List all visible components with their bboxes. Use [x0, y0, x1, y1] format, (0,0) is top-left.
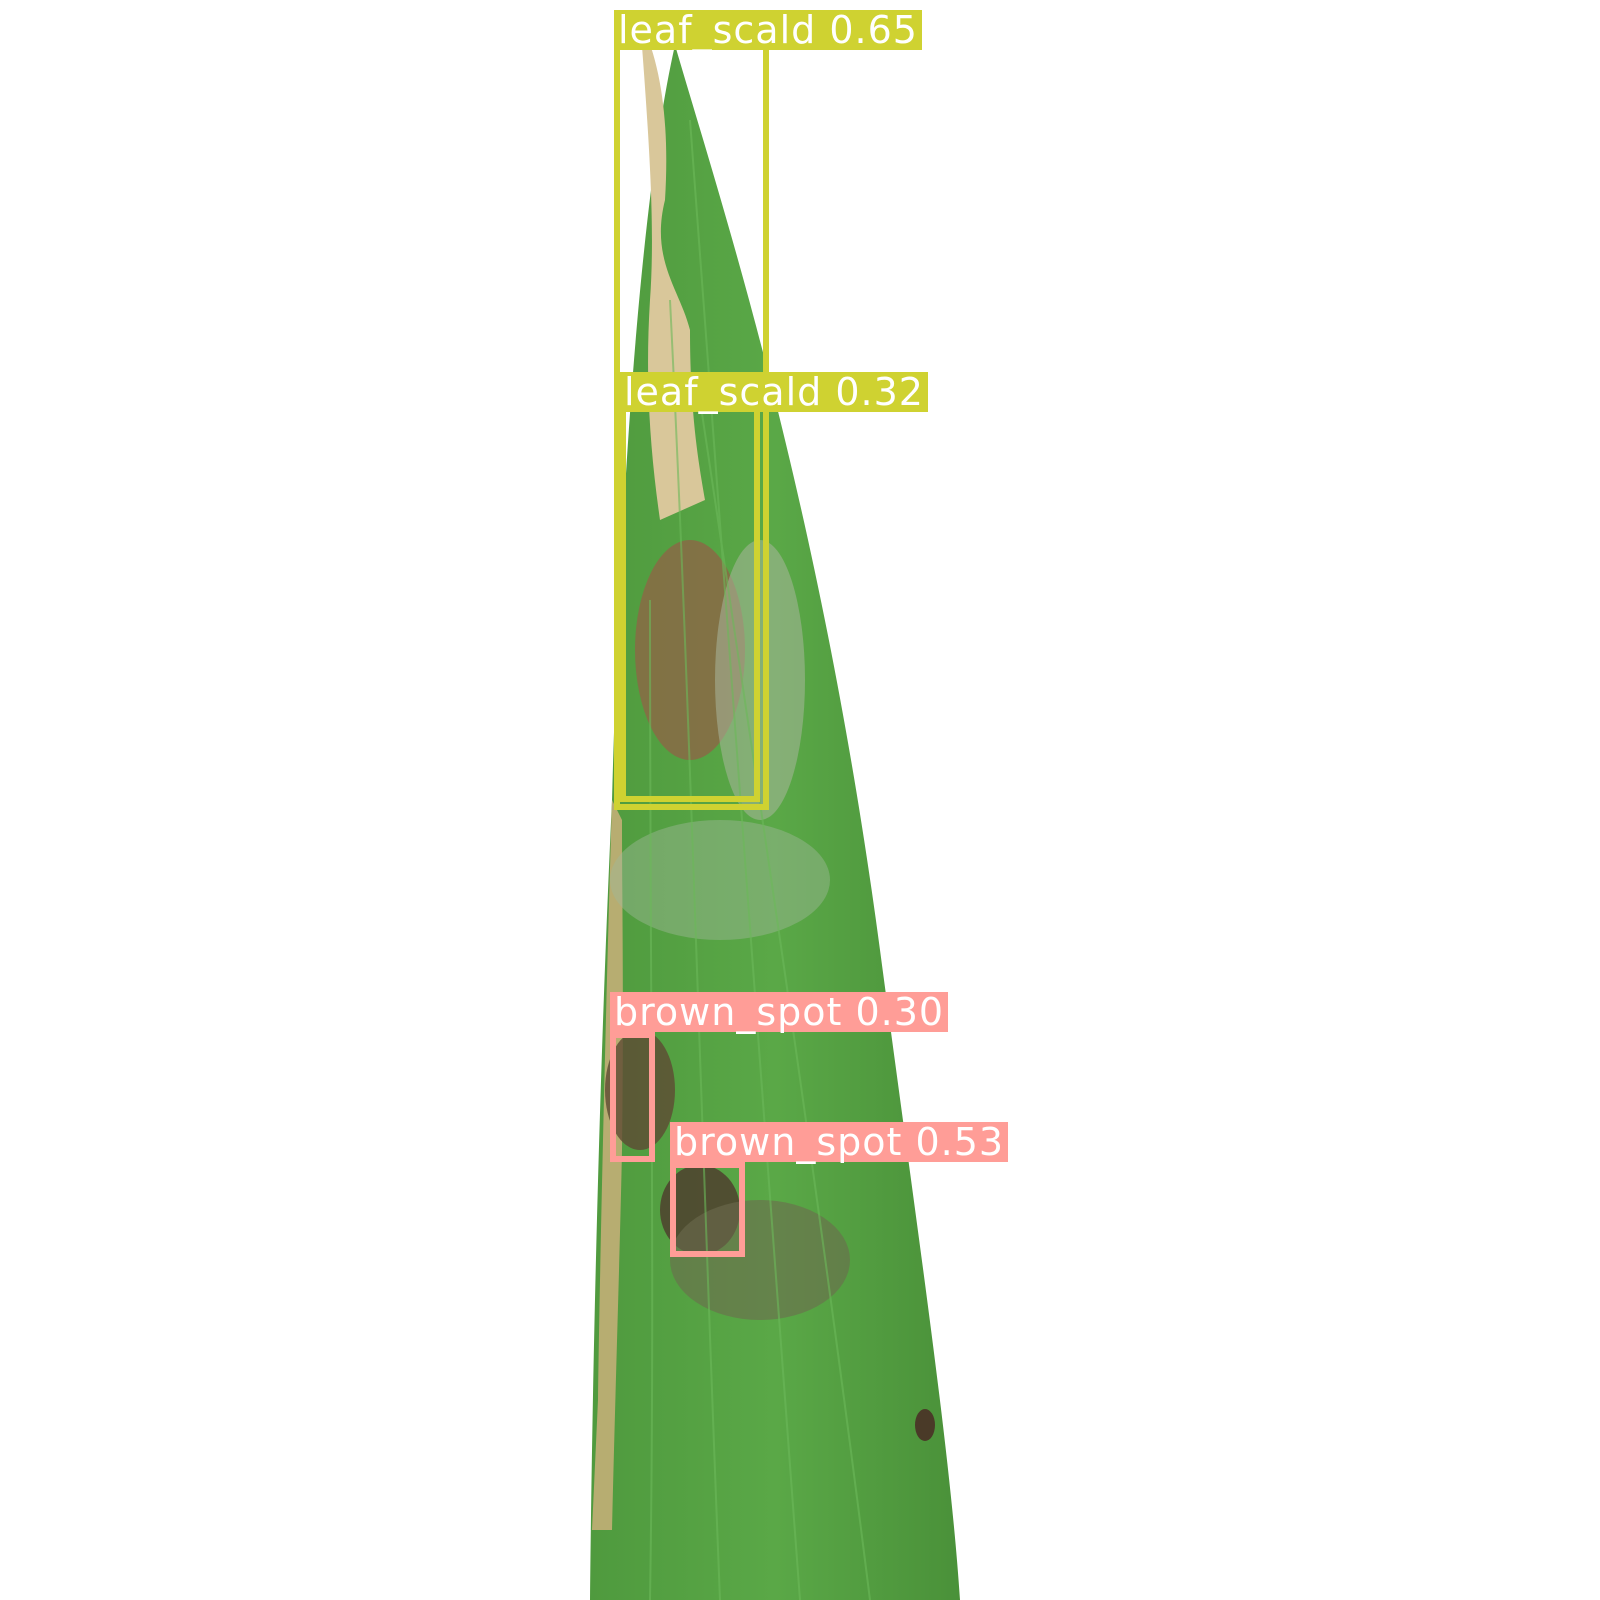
brown-lesion [605, 1030, 675, 1150]
detection-box-brown-spot [610, 1032, 655, 1162]
detection-box-leaf-scald [620, 372, 760, 802]
brown-lesion [670, 1200, 850, 1320]
detection-label-brown-spot: brown_spot 0.30 [610, 992, 949, 1032]
detection-box-brown-spot [670, 1162, 745, 1257]
dry-leaf-margin-lower [592, 800, 623, 1530]
detection-label-leaf-scald: leaf_scald 0.32 [620, 372, 928, 412]
blight-patch [610, 820, 830, 940]
brown-lesion [915, 1409, 935, 1441]
detection-label-brown-spot: brown_spot 0.53 [670, 1122, 1009, 1162]
detection-label-leaf-scald: leaf_scald 0.65 [614, 10, 922, 50]
